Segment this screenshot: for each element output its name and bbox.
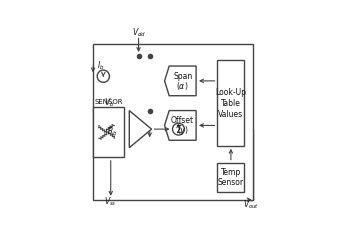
- Text: SENSOR: SENSOR: [94, 99, 122, 105]
- Polygon shape: [165, 66, 196, 96]
- Text: Span: Span: [173, 72, 192, 81]
- Text: ($\gamma$): ($\gamma$): [177, 124, 189, 137]
- Text: ($\alpha$): ($\alpha$): [177, 80, 189, 92]
- Polygon shape: [129, 111, 151, 148]
- Text: Sensor: Sensor: [218, 178, 244, 187]
- Text: Temp: Temp: [221, 168, 241, 177]
- Circle shape: [173, 123, 184, 135]
- Text: $R_b$: $R_b$: [107, 126, 117, 138]
- Text: $V_{dd}$: $V_{dd}$: [132, 26, 146, 39]
- Bar: [93, 107, 124, 157]
- Bar: [93, 44, 253, 200]
- Bar: [218, 60, 244, 146]
- Circle shape: [97, 70, 109, 82]
- Text: $V_b$: $V_b$: [104, 97, 115, 109]
- Text: $V_{out}$: $V_{out}$: [243, 198, 259, 211]
- Polygon shape: [165, 111, 196, 140]
- Text: Values: Values: [218, 110, 243, 119]
- Text: $I_b$: $I_b$: [97, 60, 104, 72]
- Text: Table: Table: [221, 99, 241, 108]
- Text: $\Sigma$: $\Sigma$: [175, 123, 182, 135]
- Text: Offset: Offset: [171, 116, 194, 125]
- Bar: [218, 162, 244, 192]
- Text: $V_{ss}$: $V_{ss}$: [104, 195, 117, 208]
- Text: Look-Up: Look-Up: [216, 87, 247, 96]
